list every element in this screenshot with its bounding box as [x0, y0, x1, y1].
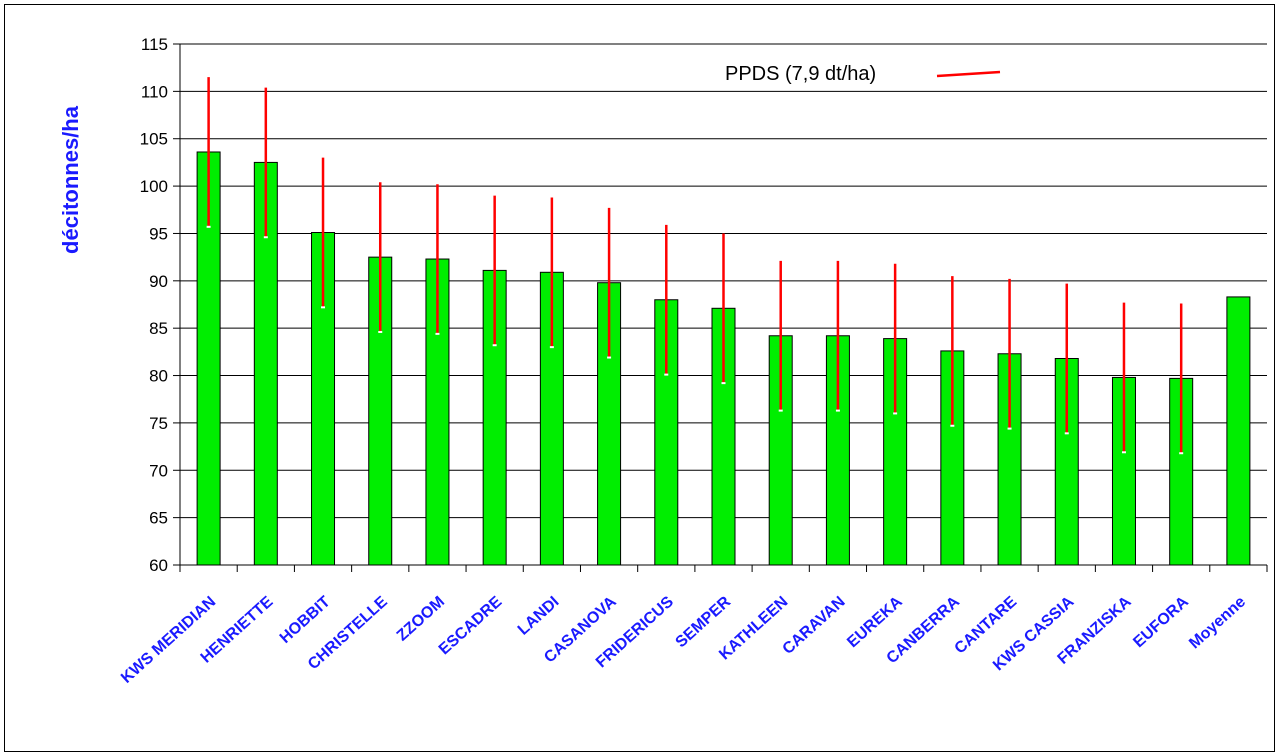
y-tick-label: 70 [149, 461, 168, 480]
y-tick-label: 100 [140, 177, 168, 196]
y-tick-label: 90 [149, 272, 168, 291]
x-tick-label: ZZOOM [394, 593, 448, 644]
legend-swatch [936, 70, 1001, 78]
y-tick-label: 60 [149, 556, 168, 575]
x-tick-label: Moyenne [1186, 593, 1249, 652]
y-tick-label: 95 [149, 224, 168, 243]
y-axis-title: décitonnes/ha [58, 105, 83, 254]
bar [1226, 296, 1251, 566]
error-bars [206, 77, 1184, 455]
y-tick-label: 80 [149, 367, 168, 386]
x-tick-label: LANDI [515, 593, 563, 638]
legend: PPDS (7,9 dt/ha) [725, 63, 1001, 85]
y-tick-label: 85 [149, 319, 168, 338]
y-tick-labels: 60 65 70 75 80 85 90 95 100 105 110 115 [140, 35, 168, 575]
x-tick-label: KWS MERIDIAN [118, 593, 219, 687]
y-tick-label: 110 [141, 82, 168, 101]
legend-label: PPDS (7,9 dt/ha) [725, 63, 876, 85]
y-tick-label: 115 [141, 35, 168, 54]
x-tick-label: CARAVAN [780, 593, 849, 658]
x-tick-label: EUFORA [1130, 593, 1192, 651]
axes [179, 44, 1268, 572]
y-tick-label: 105 [140, 130, 168, 149]
x-tick-label: ESCADRE [436, 593, 506, 658]
y-tick-label: 75 [149, 414, 168, 433]
bars [196, 151, 1251, 566]
x-tick-label: HOBBIT [277, 593, 334, 647]
y-tick-label: 65 [149, 509, 168, 528]
